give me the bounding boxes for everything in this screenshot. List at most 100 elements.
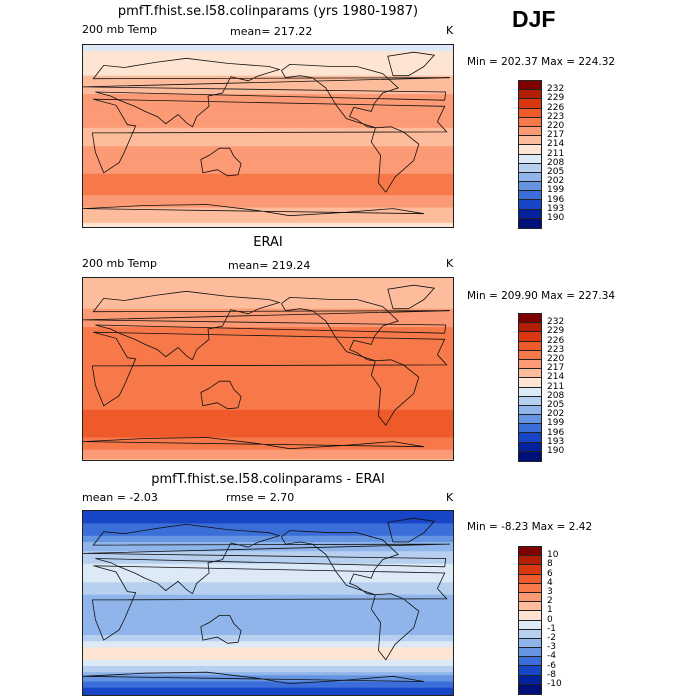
colorbar-swatch — [519, 378, 541, 388]
contour-band — [83, 385, 453, 389]
contour-band — [83, 342, 453, 347]
contour-band — [83, 406, 453, 411]
contour-band — [83, 647, 453, 652]
contour-band — [83, 146, 453, 150]
contour-band — [83, 557, 453, 562]
contour-band — [83, 569, 453, 574]
contour-band — [83, 179, 453, 184]
contour-band — [83, 176, 453, 181]
colorbar-swatch — [519, 323, 541, 333]
contour-band — [83, 600, 453, 605]
panel-1-variable-label: 200 mb Temp — [82, 23, 158, 36]
colorbar-swatch — [519, 451, 541, 461]
contour-band — [83, 225, 453, 227]
colorbar-tick-label: 208 — [547, 390, 565, 401]
contour-band — [83, 434, 453, 439]
contour-band — [83, 585, 453, 590]
colorbar-tick-label: 214 — [547, 372, 565, 383]
colorbar-tick-label: 193 — [547, 436, 565, 447]
contour-band — [83, 222, 453, 227]
panel-1-colorbar — [518, 80, 542, 229]
contour-band — [83, 517, 453, 521]
contour-band — [83, 124, 453, 129]
contour-band — [83, 97, 453, 101]
contour-band — [83, 675, 453, 679]
colorbar-swatch — [519, 99, 541, 109]
colorbar-swatch — [519, 675, 541, 685]
contour-band — [83, 60, 453, 64]
contour-band — [83, 403, 453, 408]
colorbar-swatch — [519, 182, 541, 192]
contour-band — [83, 622, 453, 627]
colorbar-swatch — [519, 218, 541, 228]
contour-band — [83, 613, 453, 617]
contour-band — [83, 314, 453, 319]
contour-band — [83, 201, 453, 206]
colorbar-tick-label: 229 — [547, 93, 565, 104]
colorbar-swatch — [519, 415, 541, 425]
coastline — [83, 523, 450, 595]
coastline — [91, 565, 448, 641]
colorbar-swatch — [519, 405, 541, 416]
contour-band — [83, 604, 453, 608]
contour-band — [83, 431, 453, 435]
colorbar-tick-label: 202 — [547, 409, 565, 420]
contour-band — [83, 382, 453, 386]
contour-band — [83, 422, 453, 426]
colorbar-tick-label: -10 — [547, 679, 562, 689]
contour-band — [83, 287, 453, 291]
colorbar-tick-label: 217 — [547, 130, 565, 141]
colorbar-tick-label: 226 — [547, 102, 565, 113]
contour-band — [83, 538, 453, 543]
contour-band — [83, 588, 453, 593]
panel-3-mean-label: mean = -2.03 — [82, 491, 158, 504]
panel-3-minmax-label: Min = -8.23 Max = 2.42 — [467, 521, 593, 533]
contour-band — [83, 278, 453, 282]
contour-band — [83, 412, 453, 417]
contour-band — [83, 376, 453, 380]
contour-band — [83, 416, 453, 420]
contour-band — [83, 542, 453, 546]
contour-band — [83, 511, 453, 515]
colorbar-swatch — [519, 433, 541, 443]
contour-band — [83, 425, 453, 429]
colorbar-swatch — [519, 666, 541, 676]
contour-band — [83, 106, 453, 110]
coastline — [370, 126, 420, 193]
contour-band — [83, 388, 453, 393]
contour-band — [83, 140, 453, 144]
colorbar-tick-label: 205 — [547, 400, 565, 410]
contour-band — [83, 566, 453, 571]
contour-band — [83, 659, 453, 664]
contour-band — [83, 650, 453, 655]
coastline — [91, 331, 448, 407]
contour-band — [83, 455, 453, 460]
coastline — [200, 147, 242, 177]
colorbar-tick-label: -3 — [547, 642, 556, 653]
contour-band — [83, 296, 453, 301]
contour-band — [83, 687, 453, 692]
coastline — [83, 57, 450, 128]
contour-band — [83, 57, 453, 61]
colorbar-swatch — [519, 565, 541, 575]
colorbar-tick-label: -1 — [547, 623, 556, 634]
contour-band — [83, 452, 453, 457]
colorbar-swatch — [519, 657, 541, 667]
colorbar-swatch — [519, 90, 541, 100]
colorbar-swatch — [519, 172, 541, 183]
colorbar-swatch — [519, 574, 541, 584]
colorbar-tick-label: 199 — [547, 185, 565, 196]
colorbar-tick-label: 0 — [547, 614, 553, 625]
contour-band — [83, 91, 453, 95]
contour-band — [83, 662, 453, 667]
contour-band — [83, 195, 453, 199]
colorbar-tick-label: 229 — [547, 326, 565, 337]
contour-band — [83, 440, 453, 445]
contour-band — [83, 573, 453, 577]
colorbar-tick-label: -8 — [547, 669, 556, 680]
contour-band — [83, 158, 453, 163]
contour-band — [83, 305, 453, 310]
contour-band — [83, 216, 453, 221]
contour-band — [83, 81, 453, 86]
contour-band — [83, 638, 453, 642]
